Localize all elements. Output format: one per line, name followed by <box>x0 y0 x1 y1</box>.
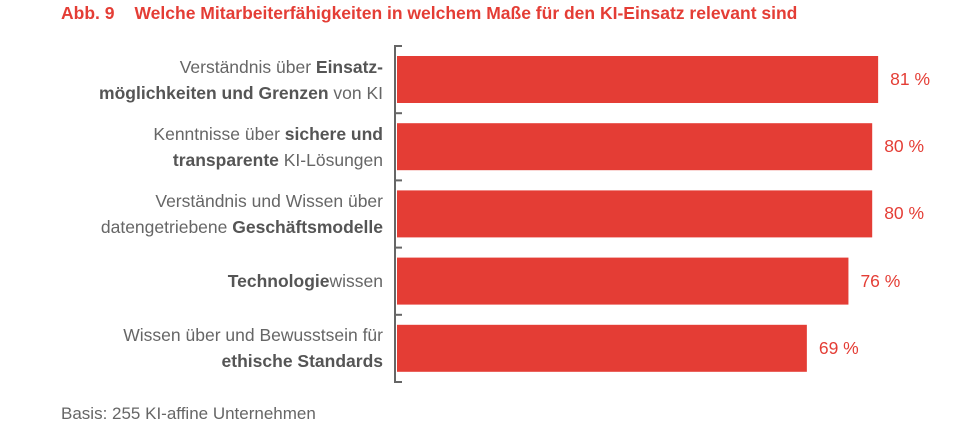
bar <box>397 123 873 171</box>
category-label-line: Kenntnisse über sichere und <box>153 121 383 147</box>
bar <box>397 324 807 372</box>
data-label: 80 % <box>884 136 925 157</box>
category-label-line: datengetriebene Geschäftsmodelle <box>101 214 383 240</box>
category-label-line: möglichkeiten und Grenzen von KI <box>99 80 383 106</box>
category-label-line: Verständnis über Einsatz- <box>99 54 383 80</box>
data-label: 76 % <box>860 270 901 291</box>
category-label-line: Verständnis und Wissen über <box>101 188 383 214</box>
label-segment: KI-Lösungen <box>278 149 383 170</box>
title-text: Welche Mitarbeiterfähigkeiten in welchem… <box>134 3 798 23</box>
label-bold-segment: sichere und <box>284 123 383 144</box>
category-label: Technologiewissen <box>228 268 383 294</box>
label-bold-segment: ethische Standards <box>221 351 383 372</box>
data-label: 80 % <box>884 203 925 224</box>
category-label-line: transparente KI-Lösungen <box>153 147 383 173</box>
data-label: 69 % <box>818 337 859 358</box>
category-label: Verständnis über Einsatz-möglichkeiten u… <box>99 54 383 106</box>
label-segment: Wissen über und Bewusstsein für <box>123 325 383 346</box>
category-label: Wissen über und Bewusstsein für ethische … <box>123 322 383 374</box>
label-bold-segment: Einsatz- <box>315 56 383 77</box>
label-segment: Verständnis und Wissen über <box>155 190 383 211</box>
bar <box>397 56 879 103</box>
label-bold-segment: Technologie <box>227 271 330 292</box>
label-segment: datengetriebene <box>100 216 233 237</box>
category-label: Verständnis und Wissen über datengetriebe… <box>101 188 383 240</box>
label-segment: von KI <box>328 82 383 103</box>
figure-number: Abb. 9 <box>61 3 115 23</box>
label-segment: Kenntnisse über <box>153 123 285 144</box>
label-bold-segment: Geschäftsmodelle <box>232 216 383 237</box>
chart-title: Abb. 9 Welche Mitarbeiterfähigkeiten in w… <box>61 3 797 24</box>
label-segment: wissen <box>329 271 384 292</box>
data-label: 81 % <box>890 69 931 89</box>
bar <box>397 190 873 238</box>
bar <box>397 257 849 305</box>
category-label-line: Wissen über und Bewusstsein für <box>123 322 383 348</box>
category-label-line: Technologiewissen <box>228 268 383 294</box>
category-label: Kenntnisse über sichere und transparente … <box>153 121 383 173</box>
category-label-line: ethische Standards <box>123 348 383 374</box>
label-bold-segment: transparente <box>172 149 279 170</box>
label-bold-segment: möglichkeiten und Grenzen <box>99 82 329 103</box>
footnote: Basis: 255 KI-affine Unternehmen <box>61 404 316 423</box>
label-segment: Verständnis über <box>179 56 316 77</box>
